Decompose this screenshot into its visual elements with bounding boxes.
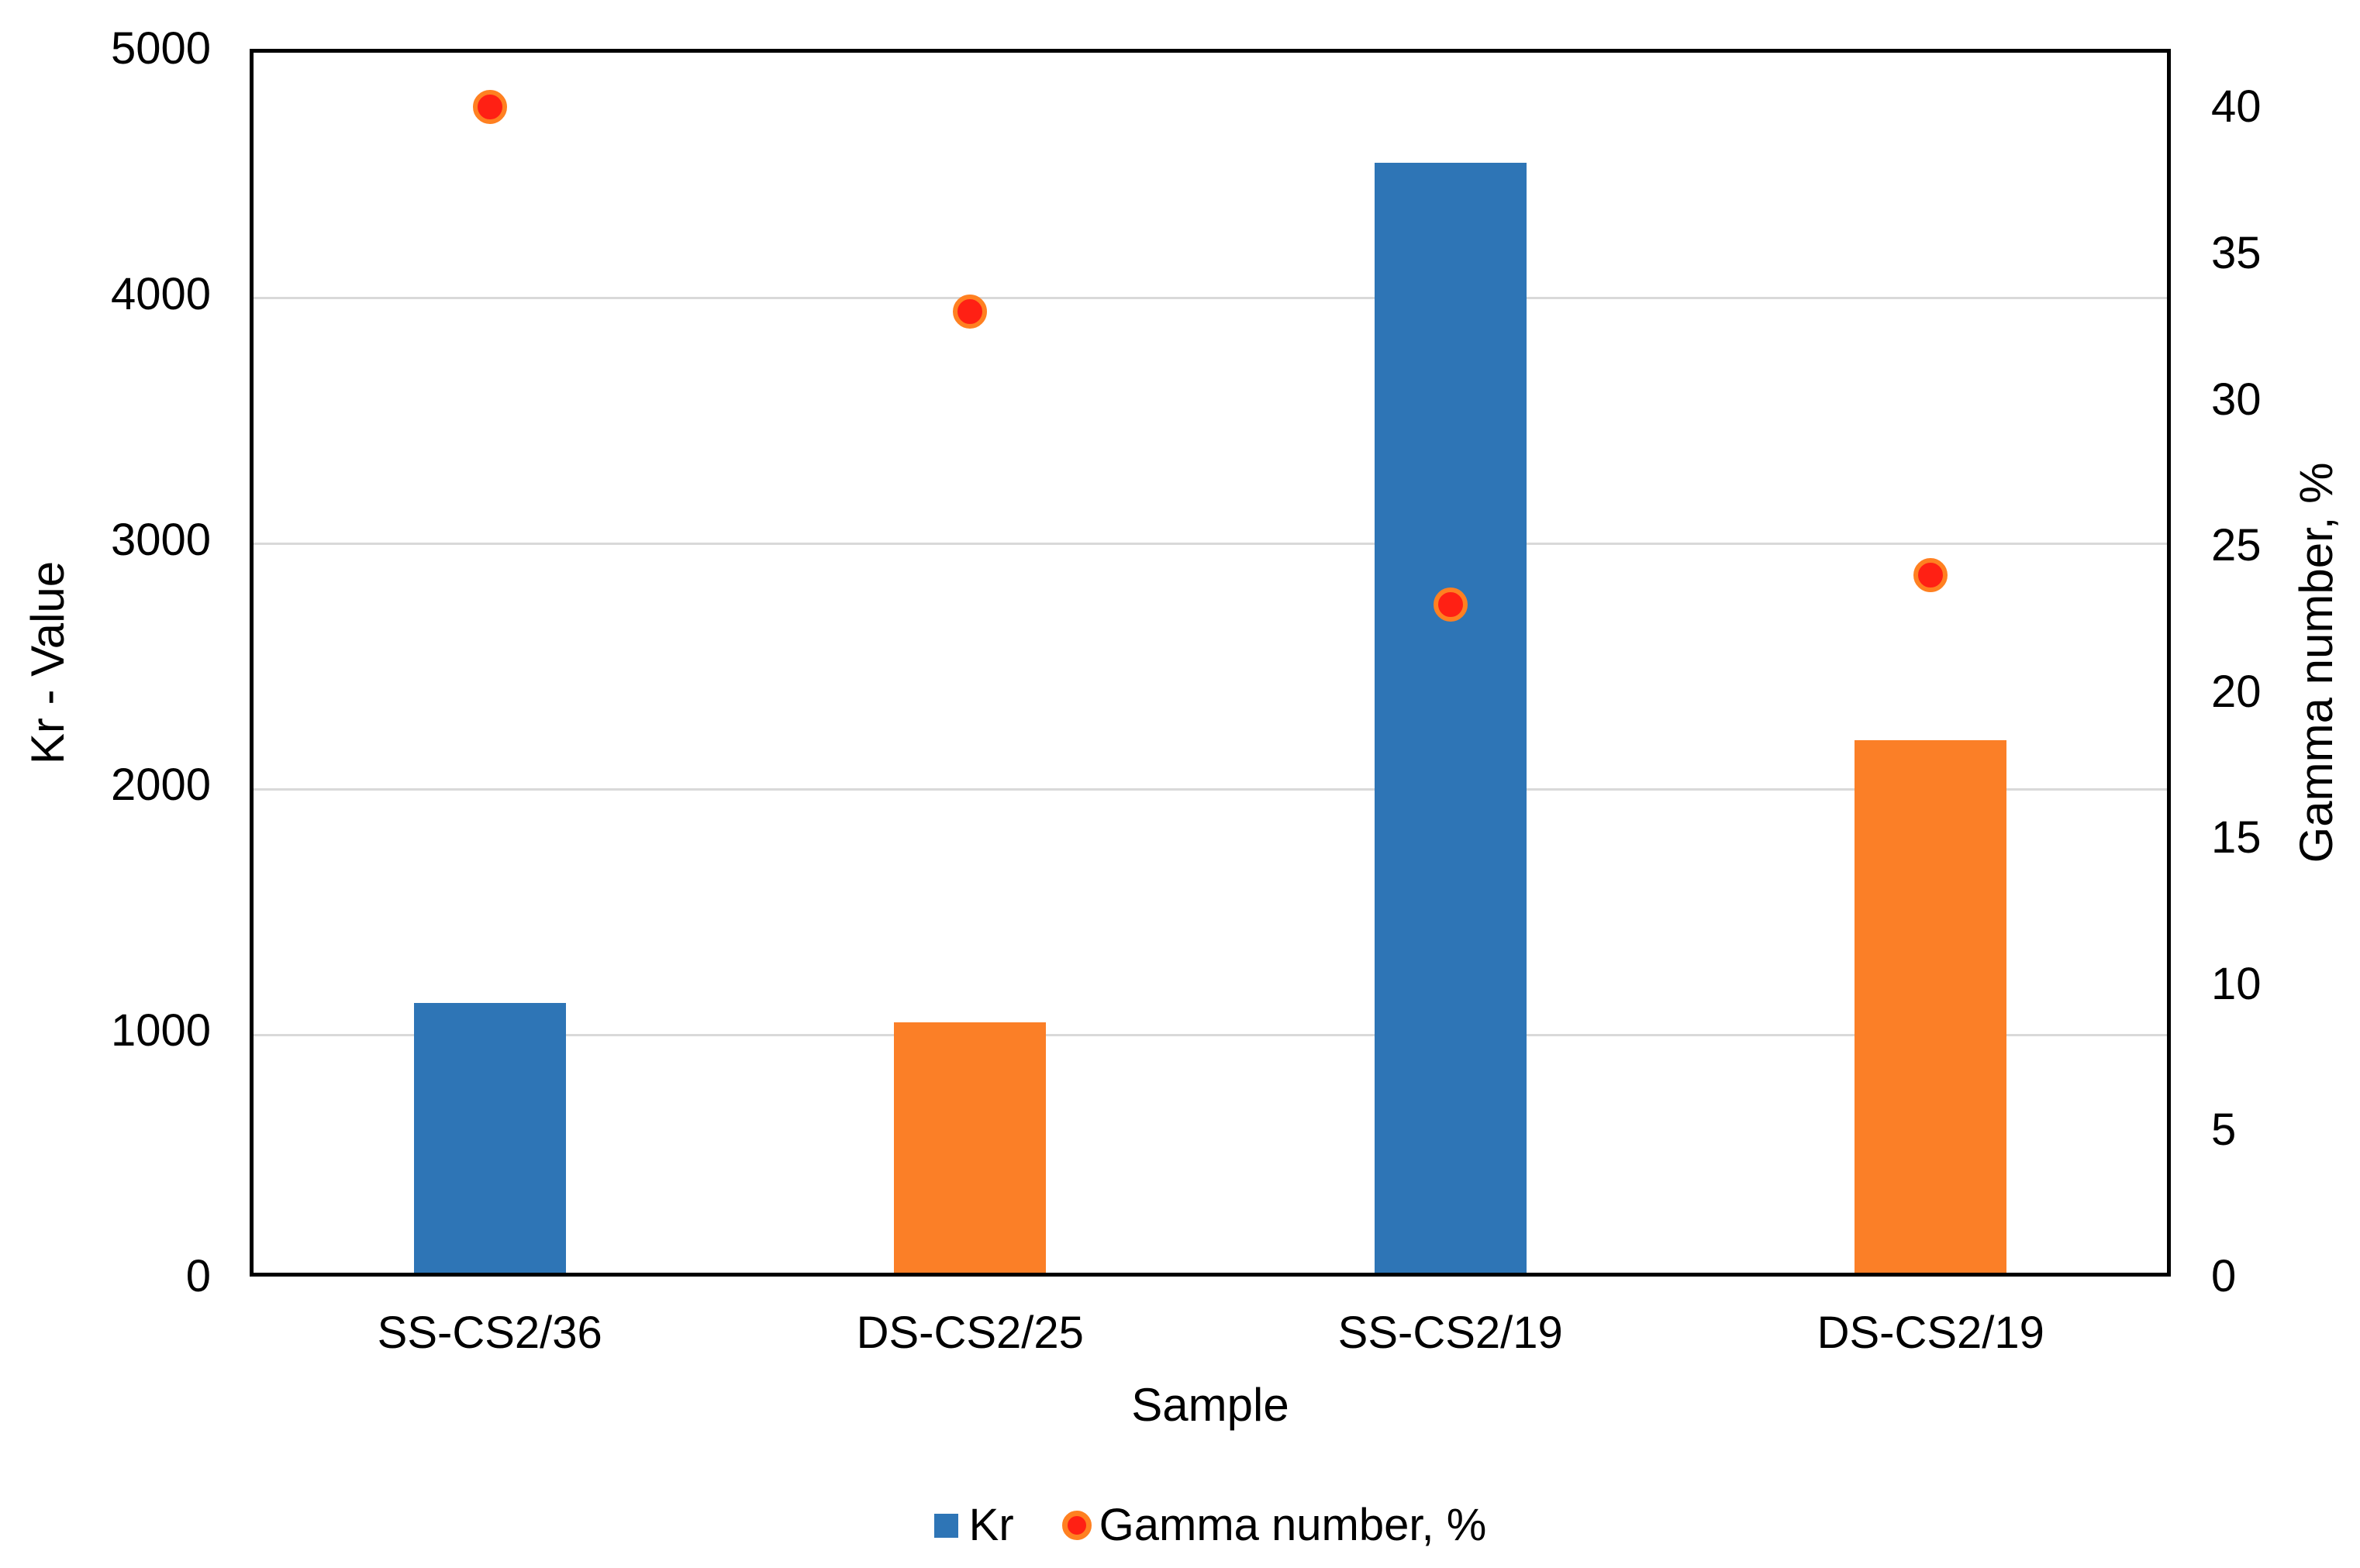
legend-label-gamma: Gamma number, %: [1099, 1500, 1487, 1550]
y-axis-left-tick-label: 1000: [110, 1005, 211, 1056]
x-axis-tick-label: DS-CS2/25: [856, 1308, 1084, 1358]
y-axis-left-tick-label: 5000: [110, 23, 211, 74]
scatter-point-SS-CS2/36: [472, 90, 507, 125]
scatter-point-DS-CS2/19: [1913, 557, 1948, 592]
legend-item-kr: Kr: [933, 1500, 1014, 1550]
x-axis-title: Sample: [1131, 1379, 1289, 1431]
y-axis-right-tick-label: 0: [2211, 1251, 2237, 1301]
y-axis-right-tick-label: 40: [2211, 81, 2262, 133]
x-axis-tick-label: SS-CS2/19: [1337, 1308, 1563, 1358]
scatter-point-DS-CS2/25: [953, 295, 988, 329]
y-axis-right-tick-label: 15: [2211, 812, 2262, 863]
gridline: [254, 1033, 2167, 1036]
bar-DS-CS2/19: [1855, 739, 2007, 1273]
y-axis-title-right: Gamma number, %: [2290, 462, 2342, 863]
y-axis-right-tick-label: 20: [2211, 666, 2262, 717]
bar-DS-CS2/25: [894, 1022, 1047, 1273]
legend: Kr Gamma number, %: [250, 1494, 2171, 1556]
y-axis-left-tick-label: 4000: [110, 268, 211, 319]
y-axis-right-tick-label: 35: [2211, 228, 2262, 278]
legend-item-gamma: Gamma number, %: [1061, 1500, 1487, 1550]
gridline: [254, 787, 2167, 791]
plot-area: [250, 49, 2171, 1277]
y-axis-right-tick-label: 5: [2211, 1104, 2237, 1156]
gridline: [254, 543, 2167, 546]
y-axis-right-tick-label: 25: [2211, 520, 2262, 571]
y-axis-left-tick-label: 3000: [110, 514, 211, 565]
y-axis-left-tick-label: 2000: [110, 760, 211, 811]
scatter-point-SS-CS2/19: [1433, 587, 1468, 622]
bar-SS-CS2/19: [1374, 163, 1527, 1273]
gridline: [254, 297, 2167, 300]
y-axis-left-tick-label: 0: [185, 1251, 211, 1301]
bar-series-swatch-icon: [933, 1513, 958, 1538]
y-axis-right-tick-label: 30: [2211, 374, 2262, 425]
y-axis-right-tick-label: 10: [2211, 958, 2262, 1009]
bar-SS-CS2/36: [413, 1002, 566, 1273]
x-axis-tick-label: DS-CS2/19: [1817, 1308, 2044, 1358]
scatter-series-swatch-icon: [1061, 1511, 1092, 1540]
legend-label-kr: Kr: [968, 1500, 1014, 1550]
y-axis-title-left: Kr - Value: [22, 560, 74, 765]
x-axis-tick-label: SS-CS2/36: [377, 1308, 602, 1358]
